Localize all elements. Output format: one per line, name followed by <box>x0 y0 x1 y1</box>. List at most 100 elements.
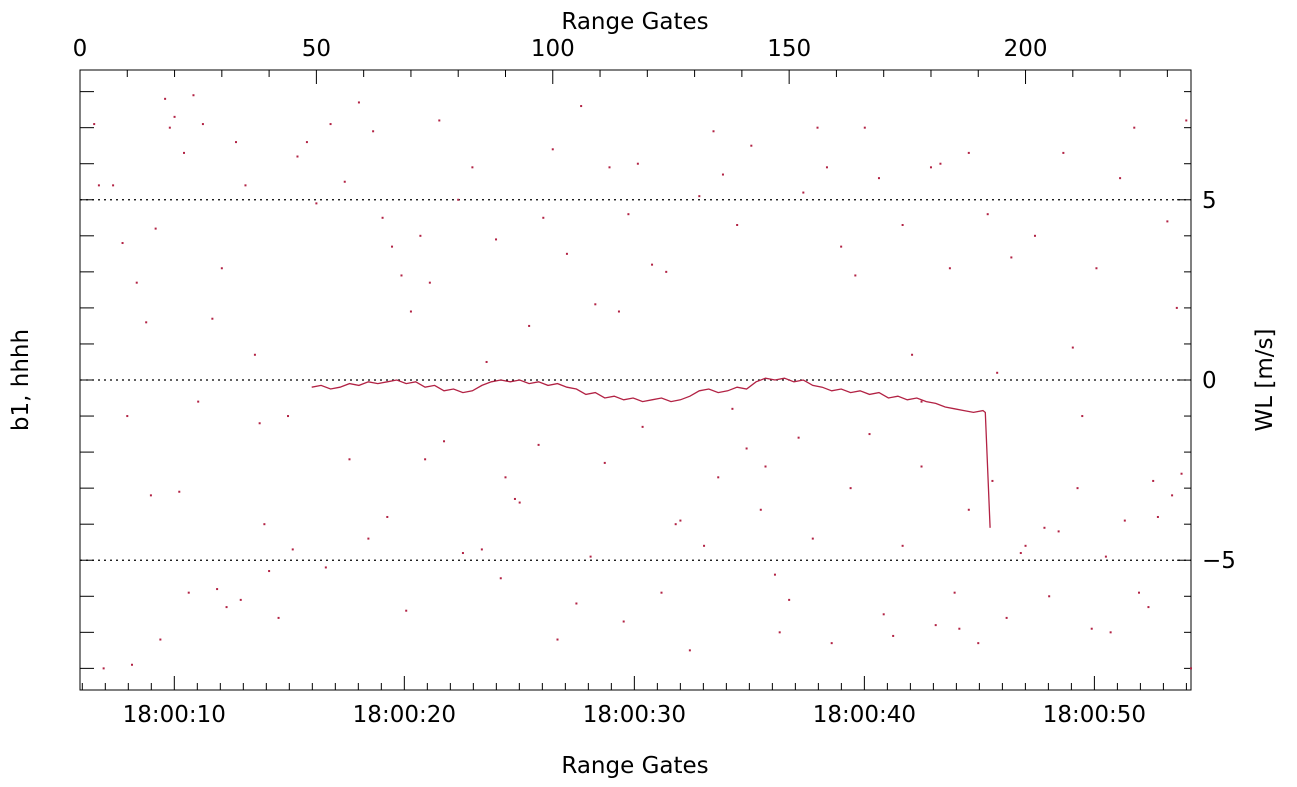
scatter-point <box>263 523 266 526</box>
scatter-point <box>1123 519 1126 522</box>
scatter-point <box>717 476 720 479</box>
scatter-point <box>348 458 351 461</box>
scatter-point <box>750 144 753 147</box>
scatter-point <box>424 458 427 461</box>
bottom-tick-label: 18:00:40 <box>813 702 916 728</box>
scatter-point <box>372 130 375 133</box>
right-axis: 5 0 −5 <box>1177 91 1236 669</box>
scatter-point <box>1175 306 1178 309</box>
scatter-point <box>679 519 682 522</box>
scatter-point <box>461 552 464 555</box>
scatter-point <box>168 126 171 129</box>
scatter-point <box>840 245 843 248</box>
scatter-point <box>816 126 819 129</box>
scatter-point <box>381 216 384 219</box>
scatter-point <box>1090 627 1093 630</box>
right-axis-label: WL [m/s] <box>1252 329 1278 432</box>
scatter-point <box>911 353 914 356</box>
scatter-point <box>854 274 857 277</box>
scatter-point <box>977 642 980 645</box>
scatter-point <box>929 166 932 169</box>
scatter-point <box>1033 234 1036 237</box>
scatter-point <box>367 537 370 540</box>
scatter-point <box>145 321 148 324</box>
scatter-point <box>721 173 724 176</box>
scatter-point <box>443 440 446 443</box>
scatter-point <box>1104 555 1107 558</box>
scatter-point <box>830 642 833 645</box>
scatter-point <box>1095 267 1098 270</box>
scatter-point <box>518 501 521 504</box>
top-tick-label: 50 <box>302 36 331 62</box>
left-axis-label: b1, hhhh <box>8 329 34 431</box>
scatter-point <box>778 631 781 634</box>
scatter-point <box>580 105 583 108</box>
scatter-point <box>764 465 767 468</box>
scatter-point <box>863 126 866 129</box>
series-layer <box>93 94 1192 670</box>
scatter-point <box>495 238 498 241</box>
scatter-point <box>131 663 134 666</box>
scatter-point <box>603 461 606 464</box>
left-axis <box>80 91 94 669</box>
series-line <box>311 377 991 528</box>
scatter-point <box>315 202 318 205</box>
scatter-point <box>244 184 247 187</box>
scatter-point <box>1190 667 1192 670</box>
scatter-point <box>641 425 644 428</box>
plot-frame <box>79 69 1192 691</box>
scatter-point <box>688 649 691 652</box>
scatter-point <box>565 252 568 255</box>
reference-lines <box>80 199 1191 561</box>
scatter-point <box>542 216 545 219</box>
bottom-axis: 18:00:10 18:00:20 18:00:30 18:00:40 18:00:50 <box>81 676 1187 728</box>
scatter-point <box>1048 595 1051 598</box>
scatter-point <box>991 479 994 482</box>
scatter-point <box>268 570 271 573</box>
scatter-point <box>731 407 734 410</box>
scatter-point <box>849 487 852 490</box>
scatter-point <box>164 97 167 100</box>
scatter-point <box>986 213 989 216</box>
scatter-point <box>877 177 880 180</box>
scatter-point <box>1185 119 1188 122</box>
scatter-point <box>97 184 100 187</box>
top-axis: 0 50 100 150 200 <box>73 36 1168 84</box>
scatter-point <box>934 624 937 627</box>
scatter-point <box>674 523 677 526</box>
right-tick-label: 0 <box>1202 368 1217 394</box>
scatter-point <box>651 263 654 266</box>
scatter-point <box>1147 606 1150 609</box>
scatter-point <box>154 227 157 230</box>
scatter-point <box>220 267 223 270</box>
scatter-point <box>211 317 214 320</box>
scatter-point <box>958 627 961 630</box>
scatter-point <box>537 443 540 446</box>
scatter-point <box>343 180 346 183</box>
scatter-point <box>1081 415 1084 418</box>
bottom-tick-label: 18:00:50 <box>1043 702 1146 728</box>
scatter-point <box>197 400 200 403</box>
scatter-point <box>149 494 152 497</box>
scatter-point <box>173 115 176 118</box>
scatter-point <box>736 224 739 226</box>
scatter-point <box>1180 472 1183 475</box>
scatter-point <box>400 274 403 277</box>
scatter-point <box>1166 220 1169 223</box>
scatter-point <box>1024 544 1027 547</box>
scatter-point <box>594 303 597 306</box>
scatter-point <box>1062 151 1065 154</box>
top-tick-label: 0 <box>73 36 88 62</box>
scatter-point <box>939 162 942 165</box>
bottom-tick-label: 18:00:30 <box>583 702 686 728</box>
scatter-point <box>121 242 124 245</box>
scatter-point <box>1010 256 1013 259</box>
scatter-point <box>698 195 701 198</box>
scatter-point <box>948 267 951 270</box>
scatter-point <box>1076 487 1079 490</box>
bottom-axis-label: Range Gates <box>561 753 708 779</box>
scatter-point <box>551 148 554 151</box>
scatter-point <box>183 151 186 154</box>
scatter-point <box>967 508 970 511</box>
